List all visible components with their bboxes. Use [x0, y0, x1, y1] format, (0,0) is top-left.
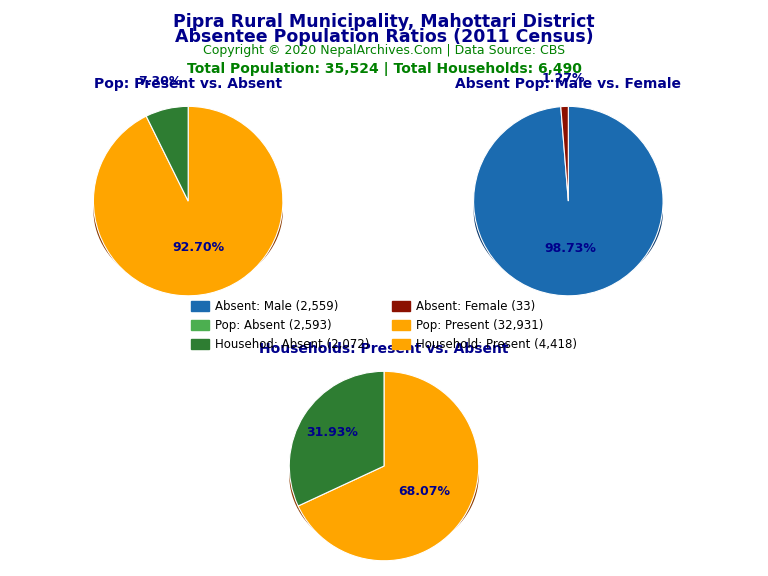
Polygon shape	[561, 130, 568, 211]
Polygon shape	[94, 130, 283, 291]
Wedge shape	[290, 372, 384, 506]
Text: 98.73%: 98.73%	[545, 242, 596, 255]
Polygon shape	[298, 395, 478, 556]
Text: Absentee Population Ratios (2011 Census): Absentee Population Ratios (2011 Census)	[174, 28, 594, 46]
Polygon shape	[146, 130, 188, 211]
Wedge shape	[94, 107, 283, 296]
Wedge shape	[474, 107, 663, 296]
Text: 1.27%: 1.27%	[541, 71, 585, 85]
Text: Pipra Rural Municipality, Mahottari District: Pipra Rural Municipality, Mahottari Dist…	[174, 13, 594, 31]
Text: Copyright © 2020 NepalArchives.Com | Data Source: CBS: Copyright © 2020 NepalArchives.Com | Dat…	[203, 44, 565, 57]
Text: 7.30%: 7.30%	[138, 75, 182, 88]
Wedge shape	[561, 107, 568, 201]
Title: Pop: Present vs. Absent: Pop: Present vs. Absent	[94, 77, 282, 91]
Legend: Absent: Male (2,559), Pop: Absent (2,593), Househod: Absent (2,072), Absent: Fem: Absent: Male (2,559), Pop: Absent (2,593…	[191, 300, 577, 351]
Text: Total Population: 35,524 | Total Households: 6,490: Total Population: 35,524 | Total Househo…	[187, 62, 581, 75]
Wedge shape	[298, 372, 478, 561]
Title: Absent Pop: Male vs. Female: Absent Pop: Male vs. Female	[455, 77, 681, 91]
Wedge shape	[146, 107, 188, 201]
Polygon shape	[290, 395, 384, 510]
Text: 68.07%: 68.07%	[398, 485, 450, 498]
Polygon shape	[474, 130, 663, 291]
Title: Households: Present vs. Absent: Households: Present vs. Absent	[260, 342, 508, 356]
Text: 31.93%: 31.93%	[306, 426, 358, 439]
Text: 92.70%: 92.70%	[173, 241, 225, 253]
